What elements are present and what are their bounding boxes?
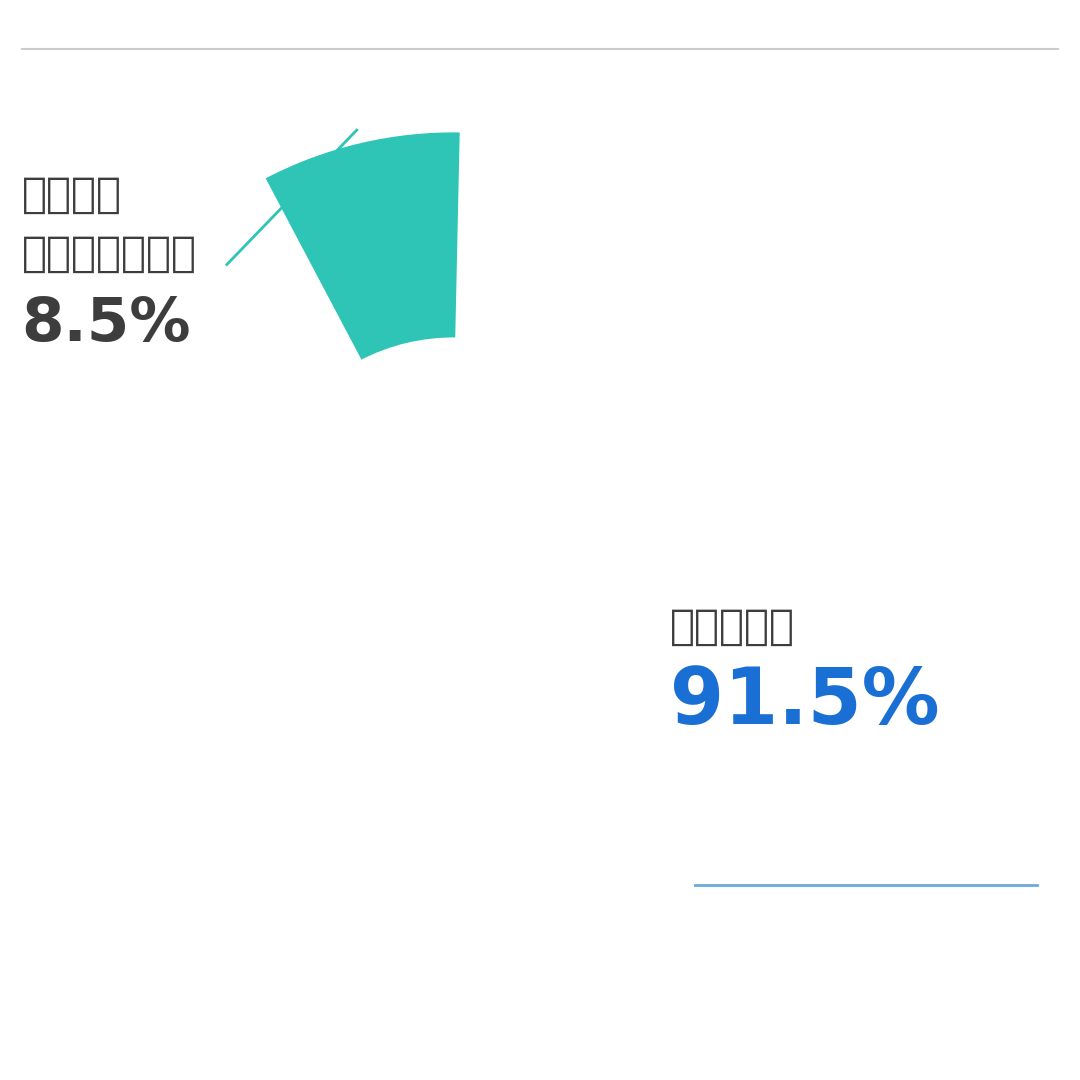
Text: 知っていた: 知っていた [670, 606, 795, 647]
Text: 知らない: 知らない [22, 174, 122, 215]
Text: （今回知った）: （今回知った） [22, 233, 197, 274]
Wedge shape [261, 130, 462, 363]
Text: 8.5%: 8.5% [22, 295, 191, 353]
Text: 91.5%: 91.5% [670, 664, 940, 740]
Wedge shape [261, 130, 462, 363]
